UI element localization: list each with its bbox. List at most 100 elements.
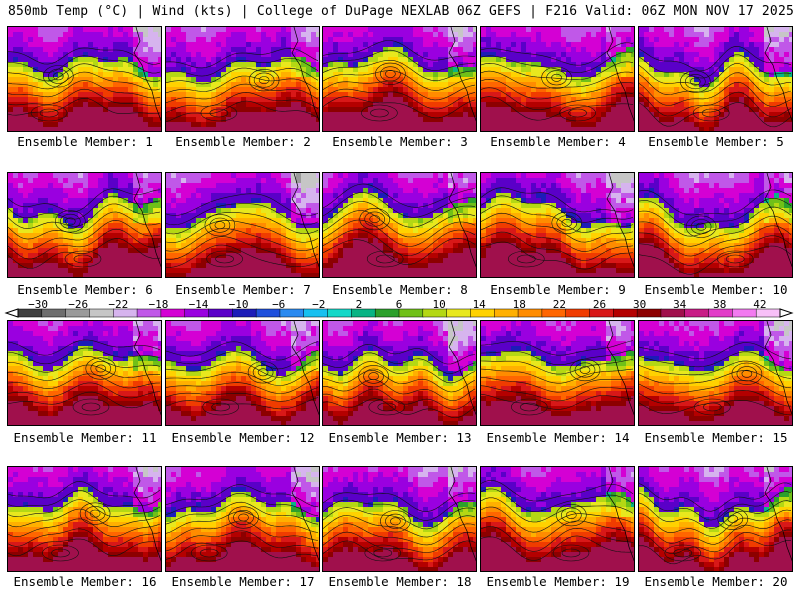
ensemble-panel	[7, 320, 162, 426]
ensemble-panel	[638, 320, 793, 426]
height-contour	[8, 203, 161, 229]
colorbar-bin	[565, 308, 591, 318]
height-contour	[323, 369, 476, 393]
temperature-map	[166, 173, 319, 277]
height-contour	[8, 347, 161, 365]
closed-contour	[202, 398, 240, 416]
colorbar-bin	[398, 308, 424, 318]
closed-contour	[568, 108, 587, 118]
height-contour	[166, 236, 319, 260]
temperature-map	[481, 27, 634, 131]
colorbar-tick-label: −26	[68, 298, 89, 311]
height-contour	[323, 210, 476, 238]
coastline	[606, 321, 634, 416]
height-contour	[639, 380, 792, 398]
closed-contour	[692, 104, 730, 122]
height-contour	[166, 47, 319, 69]
colorbar-bin	[327, 308, 353, 318]
height-contour	[8, 518, 161, 538]
height-contour	[323, 343, 476, 365]
closed-contour	[516, 254, 536, 264]
ensemble-member-label: Ensemble Member: 7	[175, 282, 311, 297]
closed-contour	[358, 365, 389, 388]
height-contour	[323, 96, 476, 119]
closed-contour	[54, 210, 86, 233]
ensemble-panel	[480, 466, 635, 572]
closed-contour	[731, 362, 763, 385]
height-contour	[481, 535, 634, 561]
height-contour	[166, 387, 319, 402]
ensemble-member-label: Ensemble Member: 4	[490, 134, 626, 149]
height-contour	[166, 540, 319, 560]
temperature-map	[323, 173, 476, 277]
colorbar-tick-label: −2	[312, 298, 326, 311]
height-contour	[323, 201, 476, 228]
height-contour	[639, 491, 792, 521]
height-contour	[166, 75, 319, 94]
height-contour	[8, 499, 161, 518]
height-contour	[639, 63, 792, 86]
closed-contour	[238, 513, 249, 522]
closed-contour	[366, 250, 404, 268]
colorbar-bin	[684, 308, 710, 318]
closed-contour	[95, 364, 107, 373]
ensemble-member-label: Ensemble Member: 13	[328, 430, 472, 445]
closed-contour	[551, 211, 583, 235]
closed-contour	[228, 506, 259, 529]
height-contour	[166, 83, 319, 103]
height-contour	[481, 516, 634, 543]
coastline	[291, 27, 319, 122]
height-contour	[481, 87, 634, 111]
closed-contour	[380, 510, 411, 533]
ensemble-member-label: Ensemble Member: 6	[17, 282, 153, 297]
closed-contour	[368, 372, 379, 381]
colorbar-tick-label: −22	[108, 298, 129, 311]
ensemble-panel	[165, 26, 320, 132]
closed-contour	[673, 548, 693, 558]
ensemble-panel	[7, 26, 162, 132]
height-contour	[639, 102, 792, 128]
height-contour	[166, 341, 319, 361]
closed-contour	[519, 402, 539, 412]
temperature-map	[166, 321, 319, 425]
height-contour	[166, 193, 319, 217]
height-contour	[8, 364, 161, 381]
temperature-map	[639, 467, 792, 571]
closed-contour	[359, 207, 391, 231]
height-contour	[639, 72, 792, 97]
ensemble-member-label: Ensemble Member: 1	[17, 134, 153, 149]
height-contour	[481, 506, 634, 533]
height-contour	[639, 399, 792, 416]
ensemble-member-label: Ensemble Member: 19	[486, 574, 630, 589]
closed-contour	[200, 104, 238, 122]
closed-contour	[377, 402, 397, 412]
height-contour	[481, 96, 634, 121]
height-contour	[639, 500, 792, 529]
colorbar-tick-label: 10	[432, 298, 446, 311]
closed-contour	[47, 68, 69, 84]
height-contour	[8, 489, 161, 507]
ensemble-member-label: Ensemble Member: 18	[328, 574, 472, 589]
closed-contour	[252, 364, 274, 380]
closed-contour	[552, 544, 590, 562]
height-contour	[323, 531, 476, 553]
ensemble-panel	[480, 26, 635, 132]
colorbar-tick-label: 22	[552, 298, 567, 311]
temperature-map	[323, 467, 476, 571]
closed-contour	[695, 222, 707, 231]
ensemble-member-label: Ensemble Member: 20	[644, 574, 788, 589]
ensemble-panel	[638, 26, 793, 132]
closed-contour	[551, 73, 562, 82]
colorbar-tick-label: 38	[713, 298, 727, 311]
height-contour	[481, 231, 634, 261]
closed-contour	[679, 70, 711, 93]
coastline	[448, 27, 476, 122]
colorbar-right-arrow	[779, 308, 794, 318]
closed-contour	[574, 362, 596, 378]
coastline	[764, 321, 792, 416]
coastline	[133, 173, 161, 268]
closed-contour	[248, 68, 280, 92]
coastline	[291, 173, 319, 268]
closed-contour	[39, 108, 59, 118]
closed-contour	[569, 358, 601, 382]
